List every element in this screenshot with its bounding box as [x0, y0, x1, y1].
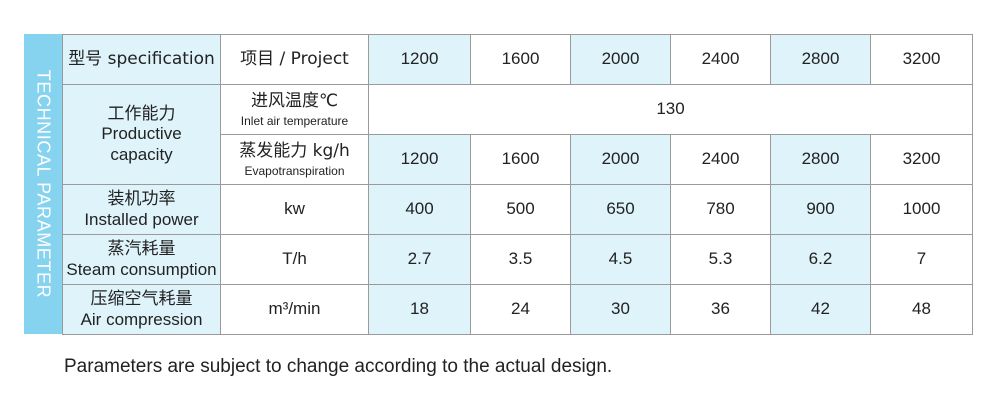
- side-title: TECHNICAL PARAMETER: [33, 69, 54, 299]
- evap-value-2400: 2400: [670, 134, 771, 185]
- steam-consumption-3200: 7: [870, 234, 973, 285]
- evap-value-2000: 2000: [570, 134, 671, 185]
- productive-label-en-1: Productive: [101, 124, 182, 144]
- air-compression-label-en: Air compression: [80, 309, 203, 329]
- installed-power-1600: 500: [470, 184, 571, 235]
- installed-power-1200: 400: [368, 184, 471, 235]
- installed-power-label: 装机功率 Installed power: [62, 184, 221, 235]
- installed-power-2400: 780: [670, 184, 771, 235]
- productive-label-zh: 工作能力: [107, 103, 176, 124]
- air-compression-unit: m³/min: [220, 284, 369, 335]
- installed-power-label-zh: 装机功率: [107, 189, 176, 210]
- spec-table: 型号 specification 项目 / Project 1200 1600 …: [62, 34, 973, 335]
- air-compression-2400: 36: [670, 284, 771, 335]
- inlet-value: 130: [368, 84, 973, 135]
- project-label: 项目 / Project: [220, 34, 369, 85]
- evap-value-1600: 1600: [470, 134, 571, 185]
- air-compression-2800: 42: [770, 284, 871, 335]
- installed-power-2800: 900: [770, 184, 871, 235]
- header-row: 型号 specification 项目 / Project 1200 1600 …: [62, 34, 973, 85]
- inlet-label-en: Inlet air temperature: [240, 113, 349, 128]
- steam-consumption-2000: 4.5: [570, 234, 671, 285]
- model-1600: 1600: [470, 34, 571, 85]
- steam-consumption-label-en: Steam consumption: [66, 259, 217, 279]
- steam-consumption-2400: 5.3: [670, 234, 771, 285]
- air-compression-row: 压缩空气耗量 Air compression m³/min 18 24 30 3…: [62, 284, 973, 335]
- installed-power-2000: 650: [570, 184, 671, 235]
- air-compression-2000: 30: [570, 284, 671, 335]
- steam-consumption-2800: 6.2: [770, 234, 871, 285]
- evap-label: 蒸发能力 kg/h Evapotranspiration: [220, 134, 369, 185]
- installed-power-row: 装机功率 Installed power kw 400 500 650 780 …: [62, 184, 973, 235]
- inlet-label: 进风温度℃ Inlet air temperature: [220, 84, 369, 135]
- steam-consumption-1600: 3.5: [470, 234, 571, 285]
- productive-capacity-label: 工作能力 Productive capacity: [62, 84, 221, 185]
- steam-consumption-label: 蒸汽耗量 Steam consumption: [62, 234, 221, 285]
- productive-label-en-2: capacity: [110, 144, 173, 164]
- steam-consumption-label-zh: 蒸汽耗量: [107, 239, 176, 260]
- model-2800: 2800: [770, 34, 871, 85]
- spec-label: 型号 specification: [62, 34, 221, 85]
- inlet-label-zh: 进风温度℃: [250, 91, 339, 112]
- installed-power-label-en: Installed power: [84, 209, 199, 229]
- air-compression-3200: 48: [870, 284, 973, 335]
- steam-consumption-1200: 2.7: [368, 234, 471, 285]
- model-3200: 3200: [870, 34, 973, 85]
- installed-power-unit: kw: [220, 184, 369, 235]
- technical-parameter-side-bar: TECHNICAL PARAMETER: [24, 34, 62, 334]
- model-2000: 2000: [570, 34, 671, 85]
- air-compression-1600: 24: [470, 284, 571, 335]
- steam-consumption-row: 蒸汽耗量 Steam consumption T/h 2.7 3.5 4.5 5…: [62, 234, 973, 285]
- inlet-row: 工作能力 Productive capacity 进风温度℃ Inlet air…: [62, 84, 973, 185]
- air-compression-label-zh: 压缩空气耗量: [90, 289, 193, 310]
- model-2400: 2400: [670, 34, 771, 85]
- footnote: Parameters are subject to change accordi…: [64, 356, 613, 377]
- evap-label-en: Evapotranspiration: [244, 163, 345, 178]
- air-compression-1200: 18: [368, 284, 471, 335]
- evap-value-1200: 1200: [368, 134, 471, 185]
- installed-power-3200: 1000: [870, 184, 973, 235]
- model-1200: 1200: [368, 34, 471, 85]
- evap-value-2800: 2800: [770, 134, 871, 185]
- evap-label-zh: 蒸发能力 kg/h: [239, 141, 350, 162]
- air-compression-label: 压缩空气耗量 Air compression: [62, 284, 221, 335]
- evap-value-3200: 3200: [870, 134, 973, 185]
- evap-row: 蒸发能力 kg/h Evapotranspiration 1200 1600 2…: [63, 134, 973, 185]
- steam-consumption-unit: T/h: [220, 234, 369, 285]
